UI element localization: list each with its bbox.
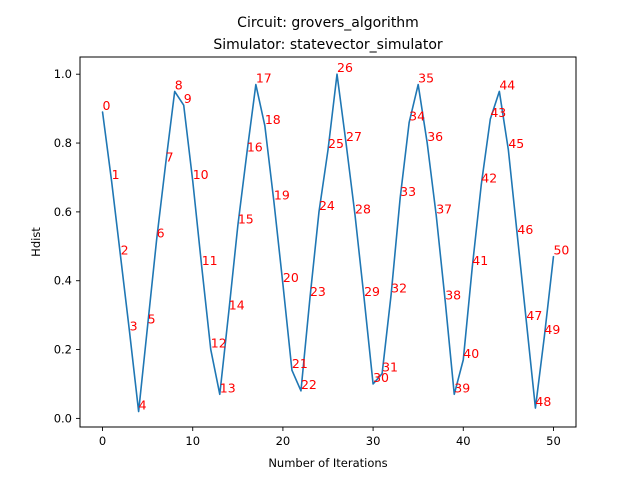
point-label: 40	[463, 346, 479, 361]
point-label: 37	[436, 201, 452, 216]
point-label: 18	[265, 112, 281, 127]
point-label: 0	[103, 98, 111, 113]
point-label: 12	[211, 336, 227, 351]
point-label: 10	[193, 167, 209, 182]
point-label: 46	[517, 222, 533, 237]
point-label: 50	[553, 243, 569, 258]
point-label: 23	[310, 284, 326, 299]
point-label: 32	[391, 280, 407, 295]
point-label: 35	[418, 71, 434, 86]
y-tick-label: 0.4	[54, 274, 72, 288]
point-label: 2	[121, 243, 129, 258]
point-label: 9	[184, 91, 192, 106]
point-label: 47	[526, 308, 542, 323]
point-label: 14	[229, 298, 245, 313]
y-axis-label: Hdist	[29, 227, 43, 257]
chart-title-line2: Simulator: statevector_simulator	[213, 37, 443, 53]
point-labels: 0123456789101112131415161718192021222324…	[103, 60, 570, 412]
y-tick-label: 1.0	[54, 67, 72, 81]
y-axis-ticks: 0.0 0.2 0.4 0.6 0.8 1.0	[54, 67, 80, 425]
point-label: 49	[544, 322, 560, 337]
point-label: 6	[157, 225, 165, 240]
y-tick-label: 0.8	[54, 136, 72, 150]
x-tick-label: 50	[546, 434, 561, 448]
point-label: 44	[499, 77, 515, 92]
x-axis-ticks: 0 10 20 30 40 50	[99, 427, 561, 448]
point-label: 33	[400, 184, 416, 199]
x-tick-label: 0	[99, 434, 106, 448]
point-label: 41	[472, 253, 488, 268]
plot-area-frame	[79, 56, 577, 428]
point-label: 38	[445, 287, 461, 302]
point-label: 31	[382, 360, 398, 375]
point-label: 28	[355, 201, 371, 216]
point-label: 3	[130, 318, 138, 333]
point-label: 7	[166, 150, 174, 165]
x-tick-label: 40	[456, 434, 471, 448]
point-label: 24	[319, 198, 335, 213]
point-label: 15	[238, 212, 254, 227]
x-tick-label: 10	[185, 434, 200, 448]
point-label: 16	[247, 139, 263, 154]
point-label: 13	[220, 380, 236, 395]
point-label: 45	[508, 136, 524, 151]
point-label: 5	[148, 311, 156, 326]
point-label: 30	[373, 370, 389, 385]
point-label: 34	[409, 108, 425, 123]
point-label: 11	[202, 253, 218, 268]
point-label: 17	[256, 71, 272, 86]
point-label: 20	[283, 270, 299, 285]
y-tick-label: 0.2	[54, 343, 72, 357]
point-label: 39	[454, 380, 470, 395]
point-label: 8	[175, 77, 183, 92]
point-label: 1	[112, 167, 120, 182]
point-label: 21	[292, 356, 308, 371]
x-axis-label: Number of Iterations	[268, 456, 387, 470]
point-label: 26	[337, 60, 353, 75]
point-label: 4	[139, 398, 147, 413]
point-label: 27	[346, 129, 362, 144]
point-label: 19	[274, 188, 290, 203]
x-tick-label: 30	[366, 434, 381, 448]
series-line	[101, 73, 555, 413]
point-label: 25	[328, 136, 344, 151]
point-label: 22	[301, 377, 317, 392]
point-label: 48	[535, 394, 551, 409]
y-tick-label: 0.0	[54, 411, 72, 425]
y-tick-label: 0.6	[54, 205, 72, 219]
x-tick-label: 20	[276, 434, 291, 448]
point-label: 42	[481, 170, 497, 185]
point-label: 36	[427, 129, 443, 144]
point-label: 29	[364, 284, 380, 299]
point-label: 43	[490, 105, 506, 120]
chart-title-line1: Circuit: grovers_algorithm	[237, 15, 419, 31]
